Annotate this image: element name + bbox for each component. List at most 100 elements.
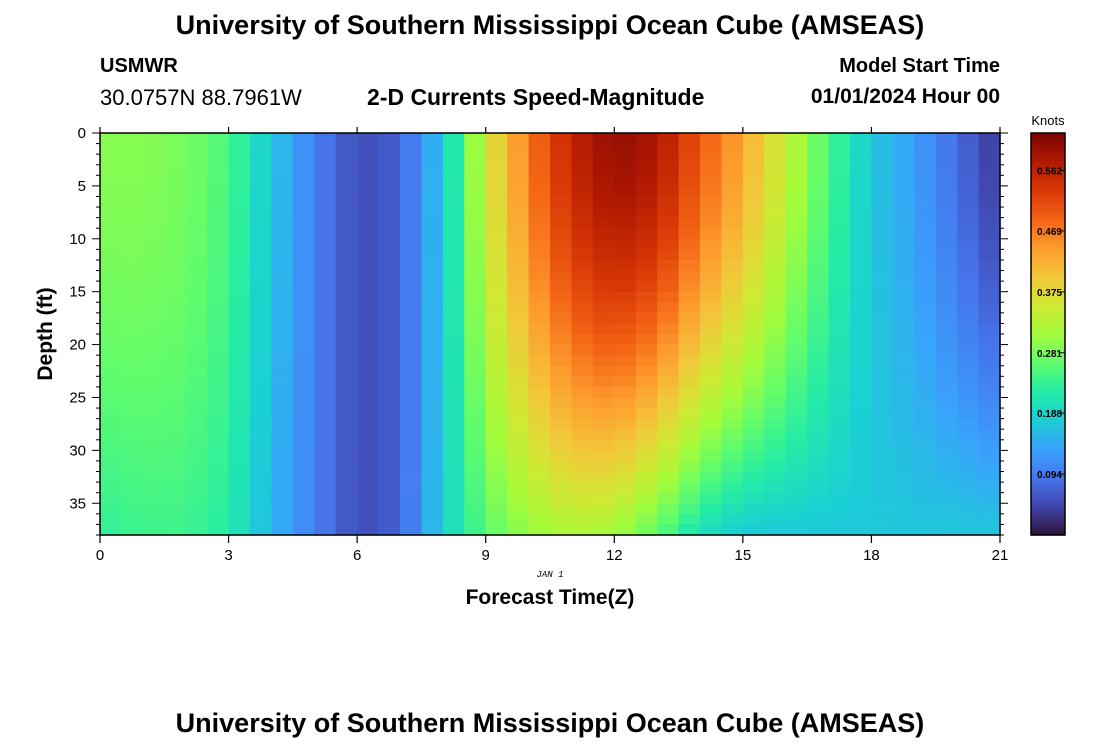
heatmap-cell xyxy=(335,513,358,526)
heatmap-cell xyxy=(850,513,873,526)
heatmap-cell xyxy=(292,376,315,388)
heatmap-cell xyxy=(850,365,873,377)
heatmap-cell xyxy=(850,281,873,293)
heatmap-cell xyxy=(785,418,808,430)
heatmap-cell xyxy=(850,185,873,198)
heatmap-cell xyxy=(871,196,894,208)
heatmap-cell xyxy=(700,397,723,409)
heatmap-cell xyxy=(850,376,873,388)
heatmap-cell xyxy=(142,291,165,303)
heatmap-cell xyxy=(100,259,123,272)
heatmap-cell xyxy=(442,238,465,250)
heatmap-cell xyxy=(335,175,358,187)
heatmap-cell xyxy=(207,503,230,515)
heatmap-cell xyxy=(957,524,980,536)
heatmap-cell xyxy=(100,503,123,515)
heatmap-cell xyxy=(678,482,701,494)
heatmap-cell xyxy=(807,397,830,409)
heatmap-cell xyxy=(142,482,165,494)
heatmap-cell xyxy=(892,408,915,420)
colorbar-segment xyxy=(1031,245,1065,251)
heatmap-cell xyxy=(657,185,680,198)
heatmap-cell xyxy=(850,408,873,420)
heatmap-cell xyxy=(592,270,615,282)
heatmap-cell xyxy=(828,408,851,420)
heatmap-cell xyxy=(785,249,808,261)
heatmap-cell xyxy=(892,397,915,409)
heatmap-cell xyxy=(442,355,465,367)
heatmap-cell xyxy=(935,207,958,219)
heatmap-cell xyxy=(742,408,765,420)
heatmap-cell xyxy=(892,492,915,504)
heatmap-cell xyxy=(400,207,423,219)
heatmap-cell xyxy=(292,460,315,473)
heatmap-cell xyxy=(314,482,337,494)
heatmap-cell xyxy=(357,439,380,451)
heatmap-cell xyxy=(228,164,251,176)
heatmap-cell xyxy=(314,196,337,208)
heatmap-cell xyxy=(121,492,144,504)
colorbar-segment xyxy=(1031,338,1065,343)
heatmap-cell xyxy=(592,460,615,473)
heatmap-cell xyxy=(378,334,401,346)
heatmap-cell xyxy=(635,397,658,409)
heatmap-cell xyxy=(678,376,701,388)
heatmap-cell xyxy=(592,164,615,176)
heatmap-cell xyxy=(550,259,573,272)
heatmap-cell xyxy=(571,207,594,219)
heatmap-cell xyxy=(742,133,765,145)
heatmap-cell xyxy=(828,397,851,409)
heatmap-cell xyxy=(657,482,680,494)
heatmap-cell xyxy=(614,418,637,430)
heatmap-cell xyxy=(185,513,208,526)
y-tick-label: 0 xyxy=(78,125,86,142)
colorbar-segment xyxy=(1031,189,1065,194)
y-tick-label: 25 xyxy=(69,389,86,406)
heatmap-cell xyxy=(400,439,423,451)
heatmap-cell xyxy=(721,376,744,388)
heatmap-cell xyxy=(828,133,851,145)
heatmap-cell xyxy=(228,185,251,198)
heatmap-cell xyxy=(442,185,465,198)
heatmap-cell xyxy=(400,397,423,409)
heatmap-cell xyxy=(828,334,851,346)
heatmap-cell xyxy=(892,281,915,293)
heatmap-cell xyxy=(400,386,423,399)
heatmap-cell xyxy=(228,259,251,272)
heatmap-cell xyxy=(271,228,294,240)
heatmap-cell xyxy=(314,397,337,409)
heatmap-cell xyxy=(378,492,401,504)
heatmap-cell xyxy=(978,482,1001,494)
heatmap-cell xyxy=(421,133,444,145)
heatmap-cell xyxy=(978,524,1001,536)
heatmap-cell xyxy=(678,164,701,176)
heatmap-cell xyxy=(464,217,487,229)
heatmap-cell xyxy=(614,164,637,176)
heatmap-cell xyxy=(250,429,273,441)
colorbar-segment xyxy=(1031,321,1065,327)
heatmap-cell xyxy=(635,323,658,335)
heatmap-cell xyxy=(550,249,573,261)
heatmap-cell xyxy=(550,133,573,145)
heatmap-cell xyxy=(121,164,144,176)
heatmap-cell xyxy=(742,524,765,536)
heatmap-cell xyxy=(807,482,830,494)
heatmap-cell xyxy=(807,365,830,377)
heatmap-cell xyxy=(957,460,980,473)
heatmap-cell xyxy=(185,323,208,335)
heatmap-cell xyxy=(228,386,251,399)
heatmap-cell xyxy=(378,291,401,303)
heatmap-cell xyxy=(421,291,444,303)
colorbar-segment xyxy=(1031,482,1065,488)
heatmap-cell xyxy=(592,291,615,303)
heatmap-cell xyxy=(185,524,208,536)
heatmap-cell xyxy=(485,365,508,377)
heatmap-cell xyxy=(250,196,273,208)
heatmap-cell xyxy=(378,355,401,367)
heatmap-cell xyxy=(914,164,937,176)
heatmap-cell xyxy=(592,429,615,441)
heatmap-cell xyxy=(850,460,873,473)
heatmap-cell xyxy=(592,482,615,494)
heatmap-cell xyxy=(314,408,337,420)
heatmap-cell xyxy=(164,513,187,526)
